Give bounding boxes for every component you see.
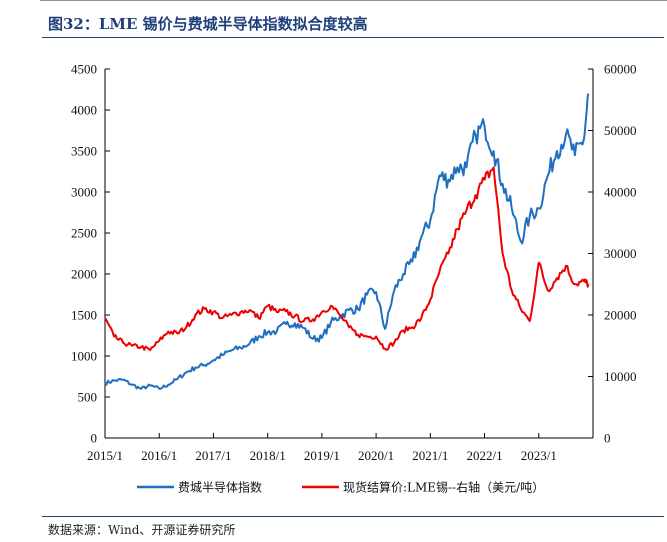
- chart: 0 500 1000 1500 2000 2500 3000 3500 4000 4500 0 100…: [71, 62, 637, 495]
- x-tick-label: 2015/1: [87, 448, 123, 463]
- right-tick-label: 20000: [604, 308, 637, 323]
- right-tick-label: 0: [604, 431, 611, 446]
- right-tick-label: 60000: [604, 62, 637, 77]
- top-rule: [40, 0, 667, 5]
- left-tick-label: 0: [91, 431, 98, 446]
- left-tick-label: 4500: [71, 62, 97, 77]
- figure-title: 图32：LME 锡价与费城半导体指数拟合度较高: [48, 15, 368, 33]
- right-tick-label: 30000: [604, 246, 637, 261]
- x-tick-label: 2021/1: [412, 448, 448, 463]
- x-tick-label: 2022/1: [466, 448, 502, 463]
- x-tick-label: 2017/1: [195, 448, 231, 463]
- x-tick-label: 2019/1: [304, 448, 340, 463]
- left-tick-label: 4000: [71, 103, 97, 118]
- right-tick-label: 40000: [604, 185, 637, 200]
- legend-label-2: 现货结算价:LME锡--右轴（美元/吨）: [343, 480, 544, 495]
- series-line-2: [104, 166, 590, 352]
- left-tick-label: 1500: [71, 308, 97, 323]
- x-tick-label: 2018/1: [250, 448, 286, 463]
- x-tick-label: 2016/1: [141, 448, 177, 463]
- x-tick-label: 2023/1: [521, 448, 557, 463]
- series-line-1: [104, 93, 590, 390]
- left-tick-label: 2500: [71, 226, 97, 241]
- right-tick-label: 10000: [604, 369, 637, 384]
- x-tick-label: 2020/1: [358, 448, 394, 463]
- left-tick-label: 2000: [71, 267, 97, 282]
- left-tick-label: 3500: [71, 144, 97, 159]
- right-tick-label: 50000: [604, 123, 637, 138]
- title-rule: [42, 37, 664, 38]
- bottom-rule: [42, 516, 664, 517]
- left-tick-label: 500: [78, 390, 98, 405]
- source-note: 数据来源：Wind、开源证券研究所: [48, 523, 236, 537]
- left-tick-label: 1000: [71, 349, 97, 364]
- left-tick-label: 3000: [71, 185, 97, 200]
- legend-label-1: 费城半导体指数: [178, 480, 262, 495]
